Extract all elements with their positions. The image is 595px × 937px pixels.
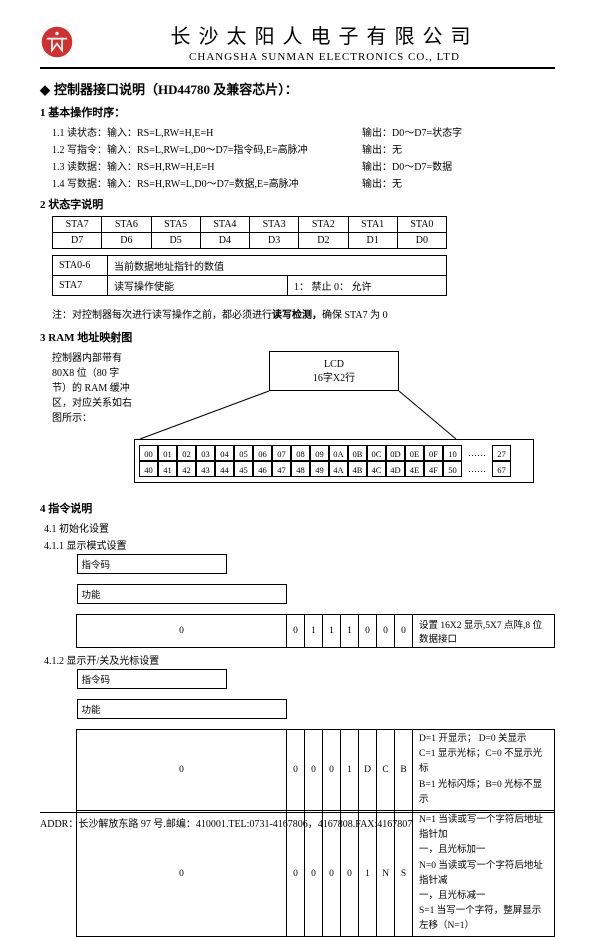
cmd-table-411: 指令码 功能 00111000设置 16X2 显示,5X7 点阵,8 位数据接口 (76, 554, 555, 648)
sta2-r1c1: STA0-6 (53, 256, 108, 276)
status-table: STA7STA6STA5STA4STA3STA2STA1STA0 D7D6D5D… (52, 216, 447, 249)
header-text: 长沙太阳人电子有限公司 CHANGSHA SUNMAN ELECTRONICS … (94, 20, 555, 63)
connector-lines-icon (134, 349, 534, 444)
company-name-cn: 长沙太阳人电子有限公司 (94, 20, 555, 49)
section4-title: 4 指令说明 (40, 500, 555, 516)
t412-hdr-func: 功能 (77, 699, 287, 719)
sta2-r1c2: 当前数据地址指针的数值 (108, 256, 447, 276)
diamond-icon: ◆ (40, 82, 50, 97)
sta2-r2c1: STA7 (53, 276, 108, 296)
s412: 4.1.2 显示开/关及光标设置 (44, 652, 555, 667)
address-container: 000102030405060708090A0B0C0D0E0F10……27 4… (134, 439, 534, 483)
sta2-r2c2: 读写操作使能 (108, 276, 288, 296)
op-row: 1.1 读状态：输入：RS=L,RW=H,E=H输出：D0～D7=状态字 (52, 124, 555, 139)
note-text: 注：对控制器每次进行读写操作之前，都必须进行读写检测，确保 STA7 为 0 (52, 306, 555, 321)
cmd-table-412: 指令码 功能 00001DCBD=1 开显示； D=0 关显示 C=1 显示光标… (76, 669, 555, 937)
s41: 4.1 初始化设置 (44, 520, 555, 535)
footer: ADDR：长沙解放东路 97 号.邮编：410001.TEL:0731-4167… (40, 812, 555, 830)
section2-title: 2 状态字说明 (40, 196, 555, 212)
ram-description: 控制器内部带有 80X8 位（80 字节）的 RAM 缓冲区，对应关系如右图所示… (52, 349, 134, 494)
op-row: 1.3 读数据：输入：RS=H,RW=H,E=H输出：D0～D7=数据 (52, 158, 555, 173)
op-row: 1.2 写指令：输入：RS=L,RW=L,D0～D7=指令码,E=高脉冲输出：无 (52, 141, 555, 156)
ram-diagram: LCD 16字X2行 000102030405060708090A0B0C0D0… (134, 349, 534, 494)
operation-list: 1.1 读状态：输入：RS=L,RW=H,E=H输出：D0～D7=状态字 1.2 … (40, 124, 555, 190)
company-name-en: CHANGSHA SUNMAN ELECTRONICS CO., LTD (94, 51, 555, 63)
sta2-r2c3: 1： 禁止 0： 允许 (288, 276, 447, 296)
company-logo-icon (40, 25, 74, 59)
status-desc-table: STA0-6 当前数据地址指针的数值 STA7 读写操作使能 1： 禁止 0： … (52, 255, 447, 296)
section1-title: 1 基本操作时序： (40, 104, 555, 120)
s411: 4.1.1 显示模式设置 (44, 537, 555, 552)
op-row: 1.4 写数据：输入：RS=H,RW=L,D0～D7=数据,E=高脉冲输出：无 (52, 175, 555, 190)
ram-section: 控制器内部带有 80X8 位（80 字节）的 RAM 缓冲区，对应关系如右图所示… (52, 349, 555, 494)
t412-hdr-cmd: 指令码 (77, 669, 227, 689)
section3-title: 3 RAM 地址映射图 (40, 329, 555, 345)
page-header: 长沙太阳人电子有限公司 CHANGSHA SUNMAN ELECTRONICS … (40, 20, 555, 69)
t411-hdr-cmd: 指令码 (77, 554, 227, 574)
t411-hdr-func: 功能 (77, 584, 287, 604)
section-controller-title: ◆控制器接口说明（HD44780 及兼容芯片）： (40, 79, 555, 98)
